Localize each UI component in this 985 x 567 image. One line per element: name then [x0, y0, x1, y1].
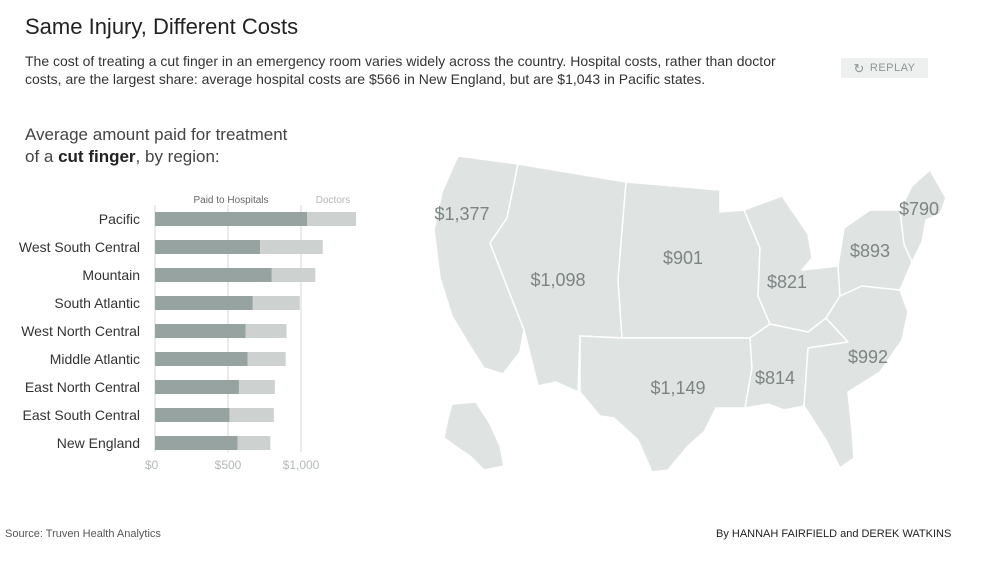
bar-doctor	[238, 380, 275, 394]
bar-doctor	[271, 268, 316, 282]
replay-label: REPLAY	[869, 62, 916, 74]
category-label: Pacific	[99, 211, 140, 227]
chart-title-suffix: , by region:	[135, 147, 220, 166]
chart-title-line1: Average amount paid for treatment	[25, 125, 288, 144]
category-label: Mountain	[82, 267, 140, 283]
map-label-east-north-central: $821	[767, 272, 807, 292]
replay-button[interactable]: ↻ REPLAY	[841, 58, 928, 78]
bar-hospital	[155, 296, 253, 310]
replay-icon: ↻	[853, 60, 865, 76]
map-region-south-atlantic	[803, 285, 909, 469]
bar-hospital	[155, 240, 261, 254]
bar-hospital	[155, 212, 308, 226]
headline: Same Injury, Different Costs	[25, 14, 299, 39]
category-label: East North Central	[25, 379, 140, 395]
bar-hospital	[155, 436, 238, 450]
category-label: South Atlantic	[54, 295, 140, 311]
map-label-new-england: $790	[899, 199, 939, 219]
map-label-middle-atlantic: $893	[850, 241, 890, 261]
map-label-south-atlantic: $992	[848, 347, 888, 367]
legend-doctors: Doctors	[316, 195, 350, 206]
bar-hospital	[155, 352, 248, 366]
category-label: West North Central	[21, 323, 140, 339]
map-label-mountain: $1,098	[530, 270, 585, 290]
map-region-alaska	[443, 401, 505, 471]
map-label-west-south-central: $1,149	[650, 378, 705, 398]
chart-title-bold: cut finger	[58, 147, 136, 166]
bar-doctor	[247, 352, 286, 366]
category-label: Middle Atlantic	[50, 351, 140, 367]
deck-text: The cost of treating a cut finger in an …	[25, 53, 776, 87]
bar-doctor	[245, 324, 287, 338]
map-label-east-south-central: $814	[755, 368, 795, 388]
bar-hospital	[155, 380, 239, 394]
map-label-west-north-central: $901	[663, 248, 703, 268]
bar-doctor	[252, 296, 300, 310]
x-tick-label: $0	[145, 458, 159, 472]
bar-chart-rows: Pacific West South Central Mountain South A…	[19, 211, 357, 451]
bar-doctor	[307, 212, 357, 226]
category-label: East South Central	[22, 407, 140, 423]
bar-hospital	[155, 268, 272, 282]
x-tick-label: $500	[215, 458, 242, 472]
legend-hospitals: Paid to Hospitals	[193, 195, 268, 206]
bar-doctor	[260, 240, 323, 254]
bar-chart-x-axis: $0 $500 $1,000	[145, 458, 320, 472]
bar-hospital	[155, 408, 230, 422]
map-region-new-england	[899, 169, 947, 263]
category-label: New England	[57, 435, 140, 451]
bar-doctor	[229, 408, 274, 422]
bar-doctor	[237, 436, 271, 450]
map-region-east-south-central	[744, 317, 849, 411]
chart-title-prefix: of a	[25, 147, 59, 166]
x-tick-label: $1,000	[283, 458, 320, 472]
category-label: West South Central	[19, 239, 140, 255]
footer-source: Source: Truven Health Analytics	[5, 528, 161, 540]
map-label-pacific: $1,377	[434, 204, 489, 224]
bar-hospital	[155, 324, 246, 338]
footer-byline: By HANNAH FAIRFIELD and DEREK WATKINS	[716, 528, 952, 540]
chart-title: Average amount paid for treatment of a c…	[25, 124, 325, 168]
bar-chart-legend: Paid to Hospitals Doctors	[193, 195, 350, 206]
